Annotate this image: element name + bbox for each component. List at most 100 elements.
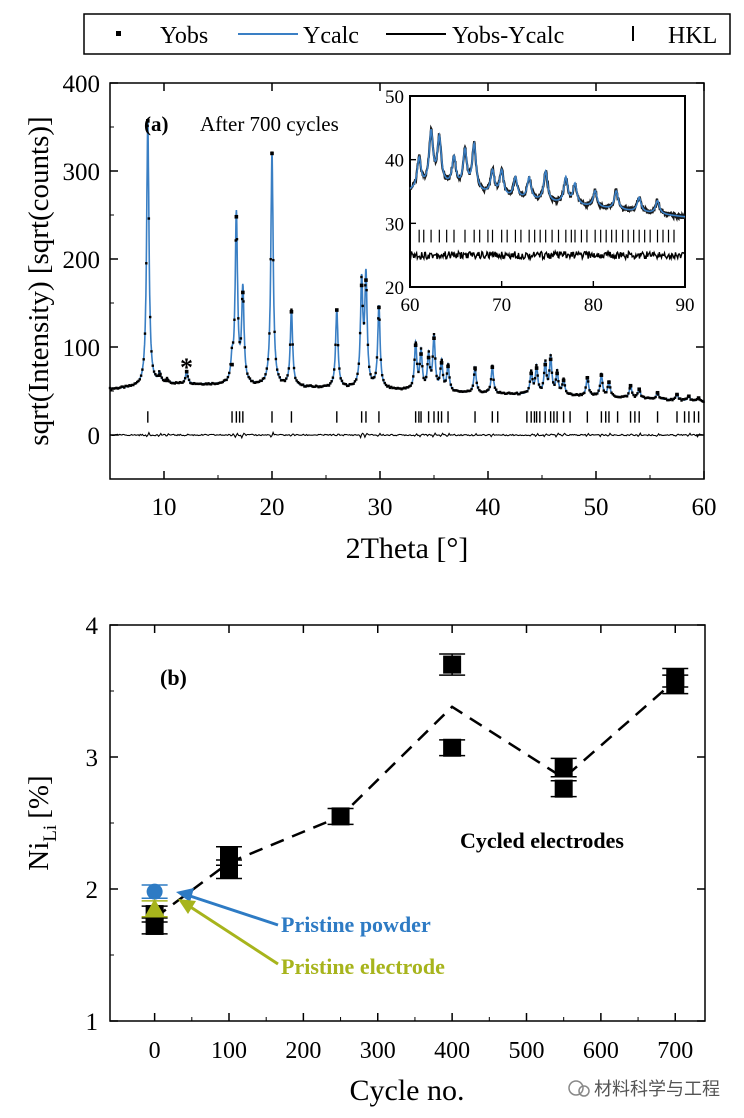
cycled-electrode-point xyxy=(331,807,350,826)
yobs-point xyxy=(567,392,570,395)
yobs-point xyxy=(128,384,131,387)
inset-y-tick-label: 40 xyxy=(385,151,404,172)
yobs-point xyxy=(536,374,539,377)
inset-x-tick-label: 60 xyxy=(401,295,420,316)
yobs-point xyxy=(493,386,497,389)
yobs-point xyxy=(206,383,209,386)
yobs-point xyxy=(568,392,572,395)
yobs-point xyxy=(500,391,503,395)
yobs-point xyxy=(664,397,668,400)
yobs-point xyxy=(528,380,532,383)
yobs-point xyxy=(594,393,598,396)
yobs-point xyxy=(190,382,193,385)
y-tick-label: 200 xyxy=(63,247,101,274)
yobs-point xyxy=(441,373,445,377)
yobs-point xyxy=(171,381,174,385)
yobs-point xyxy=(325,384,328,387)
yobs-peak-point xyxy=(687,394,691,399)
yobs-point xyxy=(627,392,630,395)
yobs-point xyxy=(259,379,262,382)
yobs-peak-point xyxy=(534,366,539,370)
inset-y-tick-label: 30 xyxy=(385,214,404,235)
yobs-point xyxy=(555,369,559,372)
yobs-point xyxy=(668,398,672,402)
yobs-point xyxy=(239,337,243,340)
yobs-peak-point xyxy=(234,214,239,219)
yobs-point xyxy=(462,390,466,393)
yobs-point xyxy=(642,395,646,399)
yobs-point xyxy=(116,387,119,390)
yobs-point xyxy=(242,300,245,303)
yobs-point xyxy=(443,380,446,383)
yobs-point xyxy=(286,374,289,377)
arrow-pristine-powder xyxy=(186,893,279,927)
yobs-point xyxy=(535,364,538,367)
yobs-point xyxy=(244,365,248,368)
yobs-point xyxy=(622,395,625,398)
yobs-point xyxy=(447,363,450,366)
yobs-point xyxy=(605,391,608,394)
yobs-point xyxy=(558,386,561,389)
yobs-point xyxy=(125,384,129,388)
yobs-point xyxy=(638,390,642,393)
yobs-point xyxy=(501,391,504,395)
yobs-point xyxy=(347,384,350,387)
yobs-point xyxy=(689,398,692,401)
yobs-point xyxy=(435,374,438,378)
yobs-point xyxy=(511,392,515,395)
x-tick-label: 10 xyxy=(152,494,177,521)
yobs-point xyxy=(142,358,145,361)
yobs-point xyxy=(290,308,293,311)
yobs-point xyxy=(692,398,695,402)
yobs-point xyxy=(246,372,249,375)
yobs-point xyxy=(340,379,344,383)
yobs-point xyxy=(321,385,324,388)
yobs-point xyxy=(542,371,546,375)
yobs-point xyxy=(439,367,442,370)
yobs-point xyxy=(317,386,320,389)
yobs-point xyxy=(275,368,279,371)
yobs-point xyxy=(250,379,253,383)
inset-frame xyxy=(409,95,686,288)
yobs-point xyxy=(574,393,577,397)
yobs-point xyxy=(400,388,403,391)
yobs-point xyxy=(268,332,271,335)
yobs-point xyxy=(612,394,616,397)
yobs-point xyxy=(426,363,429,366)
yobs-point xyxy=(240,297,244,301)
yobs-point xyxy=(579,392,582,396)
yobs-point xyxy=(137,379,140,383)
yobs-point xyxy=(448,376,451,379)
yobs-point xyxy=(182,380,186,383)
yobs-point xyxy=(673,396,677,399)
yobs-point xyxy=(414,341,418,344)
yobs-point xyxy=(207,382,210,385)
yobs-point xyxy=(374,371,377,375)
yobs-point xyxy=(559,386,563,390)
yobs-point xyxy=(361,304,364,308)
yobs-point xyxy=(352,382,355,385)
yobs-point xyxy=(266,357,270,361)
yobs-point xyxy=(413,358,416,361)
yobs-point xyxy=(208,382,211,386)
yobs-point xyxy=(139,374,143,377)
panel-a-ylabel: sqrt(Intensity) [sqrt(counts)] xyxy=(23,116,55,445)
yobs-point xyxy=(415,362,419,366)
yobs-point xyxy=(308,384,311,387)
yobs-point xyxy=(196,382,200,386)
panel-a-xlabel: 2Theta [°] xyxy=(346,532,469,565)
yobs-point xyxy=(577,394,581,397)
yobs-point xyxy=(693,398,696,402)
yobs-point xyxy=(611,393,615,396)
yobs-point xyxy=(226,375,230,379)
yobs-point xyxy=(220,381,223,384)
yobs-point xyxy=(533,377,537,380)
yobs-point xyxy=(684,397,687,401)
yobs-point xyxy=(391,386,394,390)
yobs-point xyxy=(588,389,591,392)
yobs-point xyxy=(454,389,458,392)
yobs-point xyxy=(158,370,161,373)
yobs-point xyxy=(396,386,399,390)
legend-hkl-label: HKL xyxy=(668,23,717,49)
yobs-peak-point xyxy=(655,390,660,395)
